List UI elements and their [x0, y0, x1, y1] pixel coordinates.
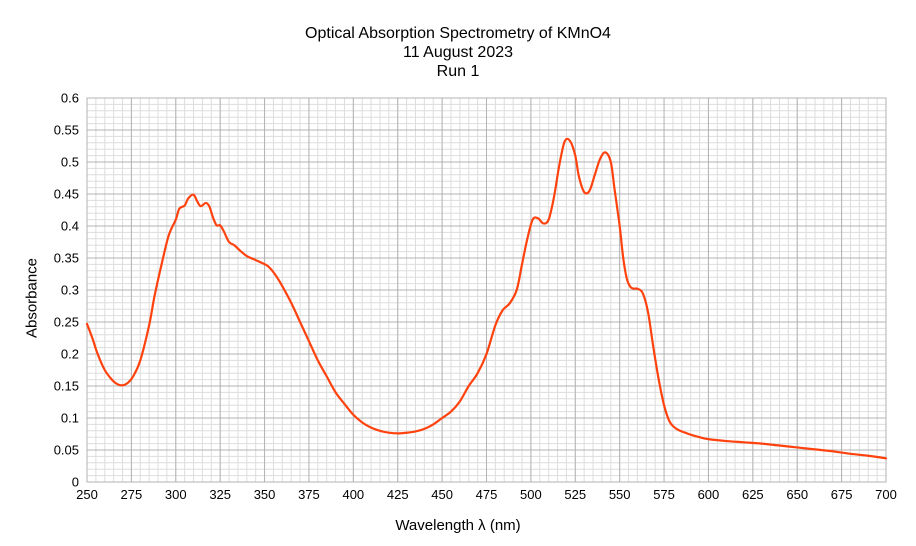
y-tick-label: 0.55: [54, 123, 79, 138]
x-tick-label: 400: [342, 487, 364, 502]
x-tick-label: 500: [520, 487, 542, 502]
y-tick-label: 0.45: [54, 187, 79, 202]
major-gridlines: [86, 97, 887, 483]
x-tick-label: 700: [875, 487, 897, 502]
x-tick-label: 350: [254, 487, 276, 502]
y-axis-ticks: 0 0.05 0.1 0.15 0.2 0.25 0.3 0.35 0.4 0.45 0.5 0.55…: [54, 91, 79, 490]
x-tick-label: 250: [76, 487, 98, 502]
chart-title: Optical Absorption Spectrometry of KMnO4: [305, 25, 611, 42]
y-tick-label: 0.4: [61, 219, 79, 234]
x-tick-label: 600: [698, 487, 720, 502]
x-axis-ticks: 250 275 300 325 350 375 400 425 450 475 500 525 550 5…: [76, 487, 897, 502]
x-tick-label: 675: [831, 487, 853, 502]
x-tick-label: 275: [121, 487, 143, 502]
x-tick-label: 375: [298, 487, 320, 502]
x-tick-label: 450: [431, 487, 453, 502]
x-tick-label: 650: [786, 487, 808, 502]
x-tick-label: 625: [742, 487, 764, 502]
plot-area-frame: [86, 97, 887, 483]
y-tick-label: 0.15: [54, 379, 79, 394]
chart-subtitle-date: 11 August 2023: [402, 44, 514, 61]
y-tick-label: 0.35: [54, 251, 79, 266]
x-tick-label: 425: [387, 487, 409, 502]
chart-title-block: Optical Absorption Spectrometry of KMnO4…: [0, 24, 916, 81]
x-tick-label: 550: [609, 487, 631, 502]
y-tick-label: 0.1: [61, 411, 79, 426]
x-axis-label: Wavelength λ (nm): [395, 517, 521, 534]
y-axis-label: Absorbance: [23, 257, 41, 339]
series-layer: [85, 137, 888, 460]
x-tick-label: 475: [476, 487, 498, 502]
absorbance-series-line: [85, 137, 888, 460]
y-tick-label: 0.25: [54, 315, 79, 330]
y-tick-label: 0.2: [61, 347, 79, 362]
x-tick-label: 325: [209, 487, 231, 502]
y-tick-label: 0.05: [54, 443, 79, 458]
chart-subtitle-run: Run 1: [436, 63, 480, 80]
y-tick-label: 0.5: [61, 155, 79, 170]
x-tick-label: 575: [653, 487, 675, 502]
y-tick-label: 0: [72, 475, 79, 490]
x-tick-label: 300: [165, 487, 187, 502]
y-tick-label: 0.3: [61, 283, 79, 298]
y-tick-label: 0.6: [61, 91, 79, 106]
x-tick-label: 525: [564, 487, 586, 502]
